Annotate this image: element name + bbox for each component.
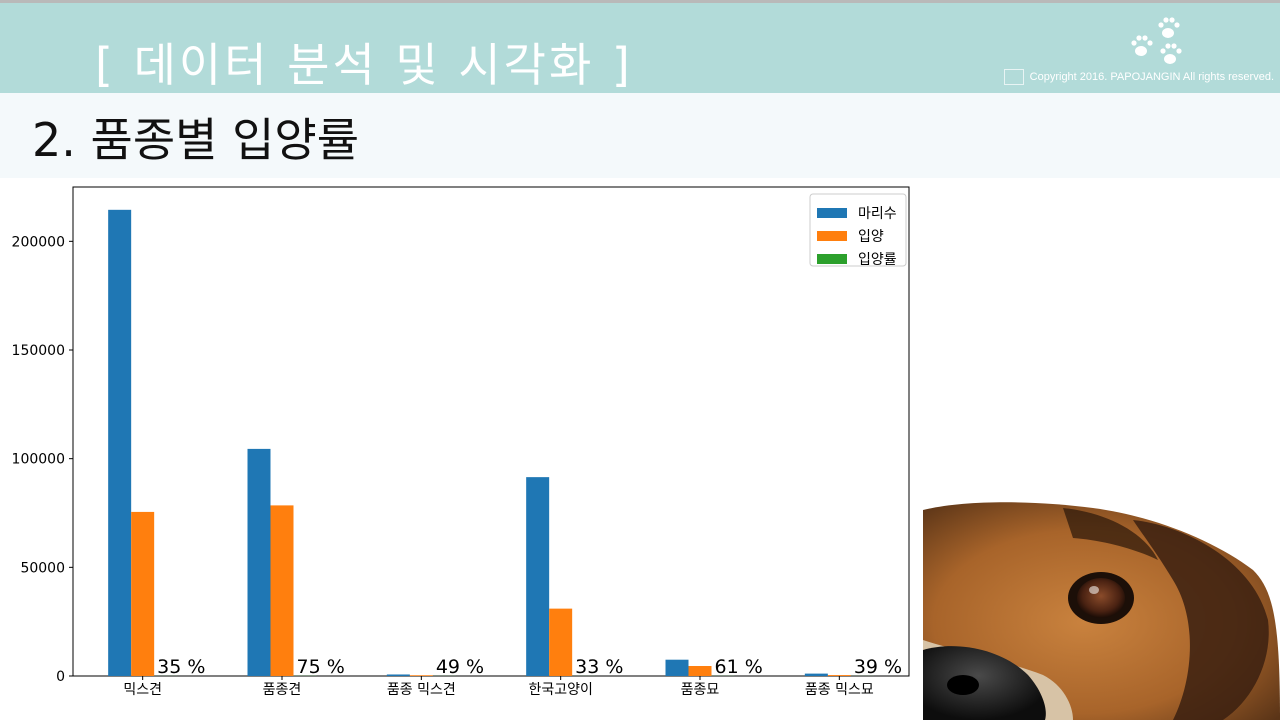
legend-label: 마리수 <box>858 206 897 222</box>
bar-chart: 0 50000 100000 150000 200000 35 % 믹스견 75 % 품종견 49… <box>12 186 910 698</box>
rate-label: 33 % <box>575 656 623 678</box>
bar-마리수-5 <box>804 673 828 676</box>
rate-label: 61 % <box>715 656 763 678</box>
y-tick-label: 0 <box>56 669 65 685</box>
x-tick-label: 품종묘 <box>681 682 720 698</box>
rate-label: 75 % <box>297 656 345 678</box>
bar-입양-2 <box>409 675 433 676</box>
bar-입양-3 <box>549 608 573 676</box>
x-tick-label: 한국고양이 <box>528 682 592 698</box>
bar-입양-0 <box>131 511 155 676</box>
copyright-logo-icon <box>1003 69 1024 85</box>
copyright-text: Copyright 2016. PAPOJANGIN All rights re… <box>1029 70 1274 83</box>
bar-입양-5 <box>827 675 851 676</box>
bar-마리수-2 <box>386 674 410 676</box>
bar-마리수-4 <box>665 659 689 676</box>
rate-label: 49 % <box>436 656 484 678</box>
legend-swatch-1 <box>817 231 847 241</box>
x-tick-label: 믹스견 <box>123 682 162 698</box>
copyright-notice: Copyright 2016. PAPOJANGIN All rights re… <box>1003 69 1274 85</box>
subtitle-bar <box>0 93 1280 178</box>
paw-prints-icon <box>1131 17 1182 64</box>
plot-frame <box>72 186 910 677</box>
rate-label: 39 % <box>854 656 902 678</box>
bar-마리수-1 <box>247 448 271 676</box>
legend-label: 입양 <box>858 229 884 245</box>
y-tick-label: 50000 <box>20 560 65 576</box>
top-border-line <box>0 0 1280 3</box>
bar-마리수-3 <box>526 477 550 676</box>
legend-swatch-0 <box>817 208 847 218</box>
bar-입양-1 <box>270 505 294 676</box>
slide-subtitle: 2. 품종별 입양률 <box>32 113 360 167</box>
rate-label: 35 % <box>157 656 205 678</box>
dog-photo <box>923 502 1280 720</box>
x-tick-label: 품종견 <box>263 682 302 698</box>
legend-swatch-2 <box>817 254 847 264</box>
y-tick-label: 150000 <box>12 343 65 359</box>
bar-마리수-0 <box>108 209 132 676</box>
y-tick-label: 100000 <box>12 452 65 468</box>
legend-label: 입양률 <box>858 252 897 268</box>
x-tick-label: 품종 믹스묘 <box>805 682 874 698</box>
x-tick-label: 품종 믹스견 <box>387 682 456 698</box>
y-tick-label: 200000 <box>12 234 65 250</box>
bar-입양-4 <box>688 666 712 676</box>
slide-header: [ 데이터 분석 및 시각화 ] Copyright 2016. PAPOJAN… <box>0 3 1280 93</box>
header-title: [ 데이터 분석 및 시각화 ] <box>95 38 633 92</box>
